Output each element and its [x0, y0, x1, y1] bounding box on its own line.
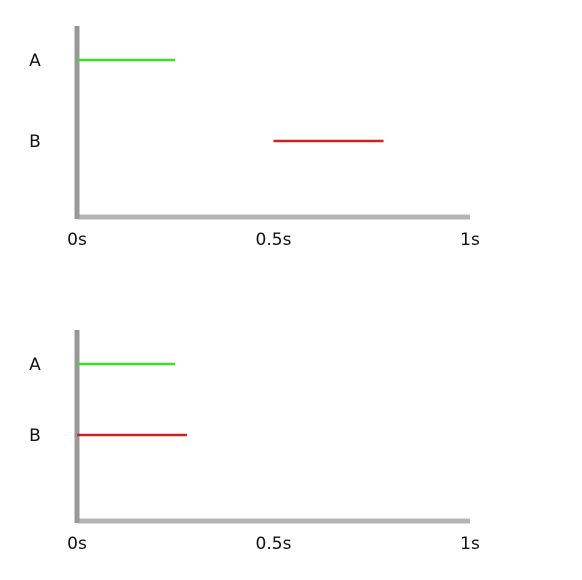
tick-label: 1s [460, 230, 480, 250]
tick-label: 0.5s [256, 230, 292, 250]
tick-label: 0.5s [256, 534, 292, 554]
row-label-a: A [29, 51, 41, 71]
row-label-a: A [29, 355, 41, 375]
row-label-b: B [29, 132, 41, 152]
tick-label: 1s [460, 534, 480, 554]
row-label-b: B [29, 426, 41, 446]
tick-label: 0s [67, 230, 87, 250]
timeline-panel-2: A B 0s 0.5s 1s [29, 330, 480, 554]
tick-label: 0s [67, 534, 87, 554]
timeline-panel-1: A B 0s 0.5s 1s [29, 26, 480, 250]
